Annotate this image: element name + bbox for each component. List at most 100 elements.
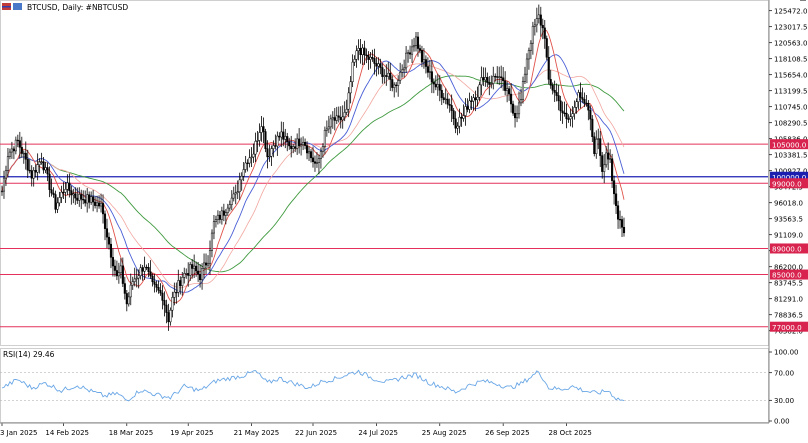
candle-body [496, 76, 499, 78]
date-tick-label: 19 Apr 2025 [170, 429, 213, 437]
candle-body [470, 100, 473, 102]
candle-body [62, 191, 65, 194]
price-tick-label: 93563.5 [774, 215, 803, 223]
candle-body [177, 280, 180, 293]
candle-body [32, 170, 35, 179]
candle-body [149, 271, 152, 277]
candle-body [353, 59, 356, 63]
candle-body [141, 267, 144, 272]
candle-body [573, 107, 576, 114]
candle-body [268, 155, 271, 158]
candle-body [357, 48, 360, 52]
level-price-tag [770, 269, 808, 280]
candle-body [351, 61, 354, 83]
candle-body [133, 278, 136, 282]
candle-body [169, 309, 172, 323]
candle-body [450, 105, 453, 111]
candle-body [381, 67, 384, 77]
candle-body [56, 202, 59, 210]
candle-body [545, 38, 548, 58]
candle-body [519, 99, 523, 104]
candle-body [232, 193, 235, 199]
candle-body [256, 140, 259, 142]
candle-body [203, 262, 206, 269]
rsi-line [1, 369, 625, 402]
chart-header: BTCUSD, Daily: #NBTCUSD [2, 3, 128, 12]
candle-body [389, 72, 392, 80]
candle-body [197, 270, 200, 275]
candle-body [620, 219, 624, 228]
candle-body [577, 92, 580, 102]
candle-body [238, 179, 241, 193]
candle-body [280, 131, 283, 138]
candle-body [264, 131, 267, 149]
candle-body [189, 264, 192, 276]
candle-body [529, 42, 532, 51]
candle-body [345, 108, 348, 113]
candle-body [407, 52, 410, 54]
candle-body [155, 284, 158, 288]
candle-body [94, 201, 97, 206]
candle-body [474, 97, 477, 101]
candle-body [391, 79, 394, 88]
candle-body [183, 273, 186, 278]
candle-body [254, 141, 257, 155]
price-tick-label: 108290.5 [774, 119, 807, 127]
candle-body [66, 182, 69, 190]
candle-body [403, 67, 406, 71]
candle-body [458, 116, 461, 127]
candle-body [460, 116, 463, 119]
candle-body [258, 132, 261, 141]
candle-body [34, 170, 37, 173]
candle-body [397, 80, 400, 86]
candle-body [101, 203, 105, 215]
candle-body [543, 27, 546, 39]
candle-body [327, 126, 330, 130]
candle-body [199, 273, 202, 281]
candle-body [290, 145, 293, 149]
candle-body [490, 83, 493, 85]
candle-body [379, 63, 382, 68]
price-axis: 125472.0 123017.5 120563.0 118108.5 115654.0… [769, 7, 807, 335]
candle-body [369, 57, 372, 60]
candle-body [16, 139, 19, 142]
candle-body [129, 284, 132, 298]
candle-body [359, 48, 362, 55]
candle-body [521, 81, 525, 100]
candle-body [173, 291, 176, 298]
candle-body [298, 138, 301, 147]
candle-body [414, 36, 418, 46]
candle-body [559, 100, 562, 112]
candle-body [161, 292, 164, 301]
candle-body [595, 138, 598, 154]
candle-body [98, 202, 101, 207]
candle-body [0, 190, 4, 193]
price-tick-label: 100927.0 [774, 167, 807, 175]
candle-body [515, 113, 519, 119]
candle-body [315, 162, 319, 164]
candle-body [195, 265, 198, 272]
candle-body [611, 158, 614, 181]
candle-body [14, 139, 17, 152]
candle-body [492, 75, 495, 84]
price-tick-label: 81291.0 [774, 295, 803, 303]
candle-body [153, 281, 156, 285]
candle-body [512, 103, 515, 114]
candle-body [260, 126, 263, 133]
price-tick-label: 86200.0 [774, 263, 803, 271]
candle-body [494, 75, 497, 78]
candle-body [244, 162, 247, 170]
candle-body [480, 77, 483, 86]
candle-body [549, 79, 552, 86]
chart-type-icon[interactable] [13, 3, 22, 10]
candle-body [139, 267, 142, 276]
price-tick-label: 118108.5 [774, 55, 807, 63]
candle-body [216, 214, 219, 220]
candle-body [58, 197, 61, 204]
candle-body [428, 71, 431, 73]
candle-body [242, 169, 245, 177]
candle-body [502, 77, 505, 82]
